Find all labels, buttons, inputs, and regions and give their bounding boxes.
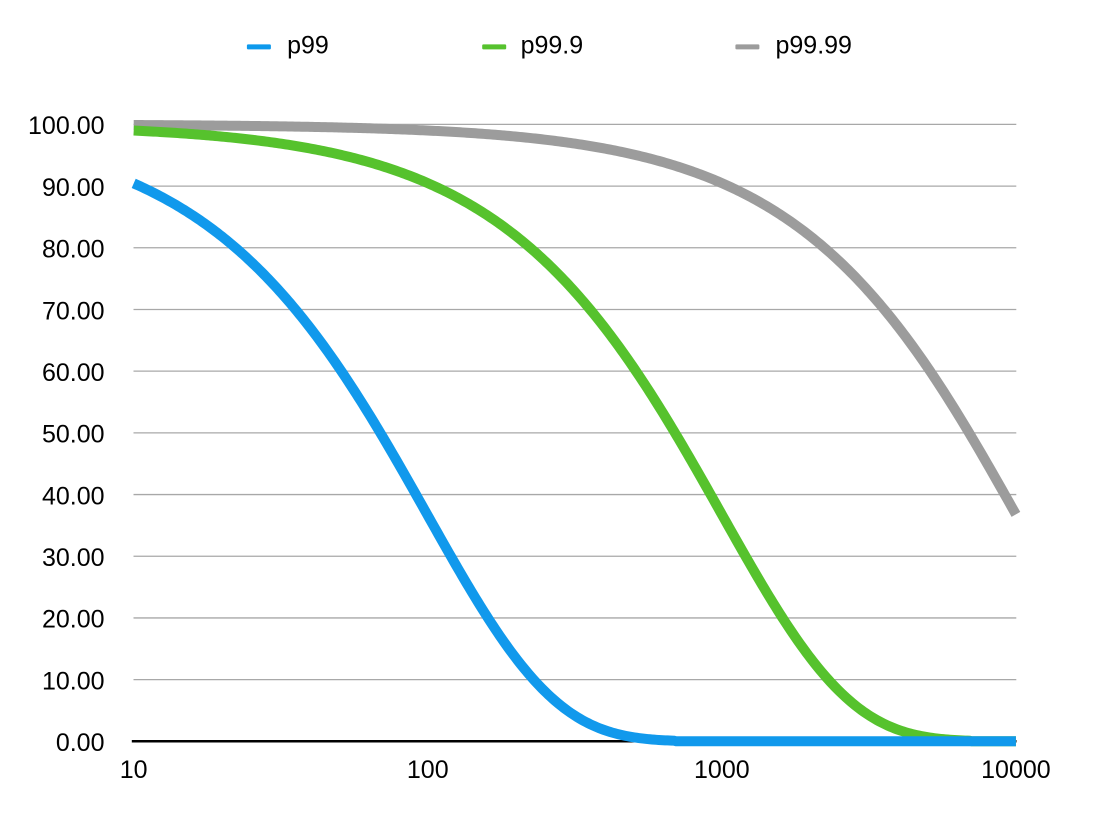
svg-text:70.00: 70.00 (42, 297, 105, 325)
svg-text:10.00: 10.00 (42, 667, 105, 695)
svg-text:30.00: 30.00 (42, 544, 105, 572)
svg-text:40.00: 40.00 (42, 482, 105, 510)
svg-text:80.00: 80.00 (42, 236, 105, 264)
svg-text:100.00: 100.00 (28, 112, 104, 140)
svg-text:0.00: 0.00 (56, 729, 105, 757)
svg-text:p99.99: p99.99 (776, 32, 852, 60)
svg-text:p99.9: p99.9 (521, 32, 584, 60)
svg-text:20.00: 20.00 (42, 606, 105, 634)
svg-text:90.00: 90.00 (42, 174, 105, 202)
svg-text:50.00: 50.00 (42, 421, 105, 449)
svg-text:1000: 1000 (694, 756, 750, 784)
svg-text:p99: p99 (287, 32, 329, 60)
svg-text:60.00: 60.00 (42, 359, 105, 387)
svg-text:10000: 10000 (981, 756, 1051, 784)
svg-text:100: 100 (407, 756, 449, 784)
svg-text:10: 10 (120, 756, 148, 784)
